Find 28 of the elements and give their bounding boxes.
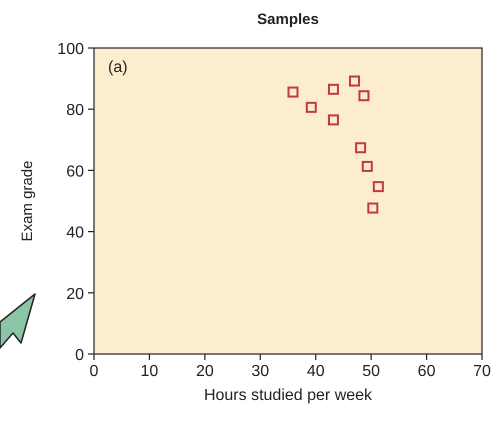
point bbox=[358, 90, 370, 102]
y-tick-label: 40 bbox=[66, 224, 84, 242]
y-tick-label: 60 bbox=[66, 163, 84, 180]
x-tick-label: 40 bbox=[306, 363, 325, 380]
point bbox=[306, 102, 317, 113]
point bbox=[372, 181, 384, 192]
x-tick-label: 10 bbox=[140, 363, 158, 380]
x-tick-label: 70 bbox=[473, 363, 491, 380]
x-tick-label: 0 bbox=[90, 363, 99, 380]
x-tick-label: 20 bbox=[196, 363, 214, 380]
point bbox=[328, 84, 339, 95]
point bbox=[328, 114, 339, 126]
x-tick-label: 50 bbox=[362, 363, 380, 380]
point bbox=[355, 142, 366, 154]
point bbox=[349, 76, 360, 87]
y-tick-label: 80 bbox=[66, 102, 84, 120]
point bbox=[362, 160, 373, 172]
y-tick-label: 20 bbox=[66, 286, 84, 303]
x-tick-label: 60 bbox=[418, 363, 436, 380]
y-axis-title: Exam grade bbox=[19, 160, 36, 242]
y-tick-label: 100 bbox=[57, 41, 84, 58]
y-tick-label: 0 bbox=[75, 347, 84, 364]
x-axis-title: Hours studied per week bbox=[204, 387, 374, 404]
point bbox=[367, 202, 378, 214]
x-tick-label: 30 bbox=[251, 363, 270, 380]
point bbox=[287, 86, 298, 98]
chart-title: Samples bbox=[257, 11, 319, 28]
annotation: (a) bbox=[108, 59, 128, 76]
